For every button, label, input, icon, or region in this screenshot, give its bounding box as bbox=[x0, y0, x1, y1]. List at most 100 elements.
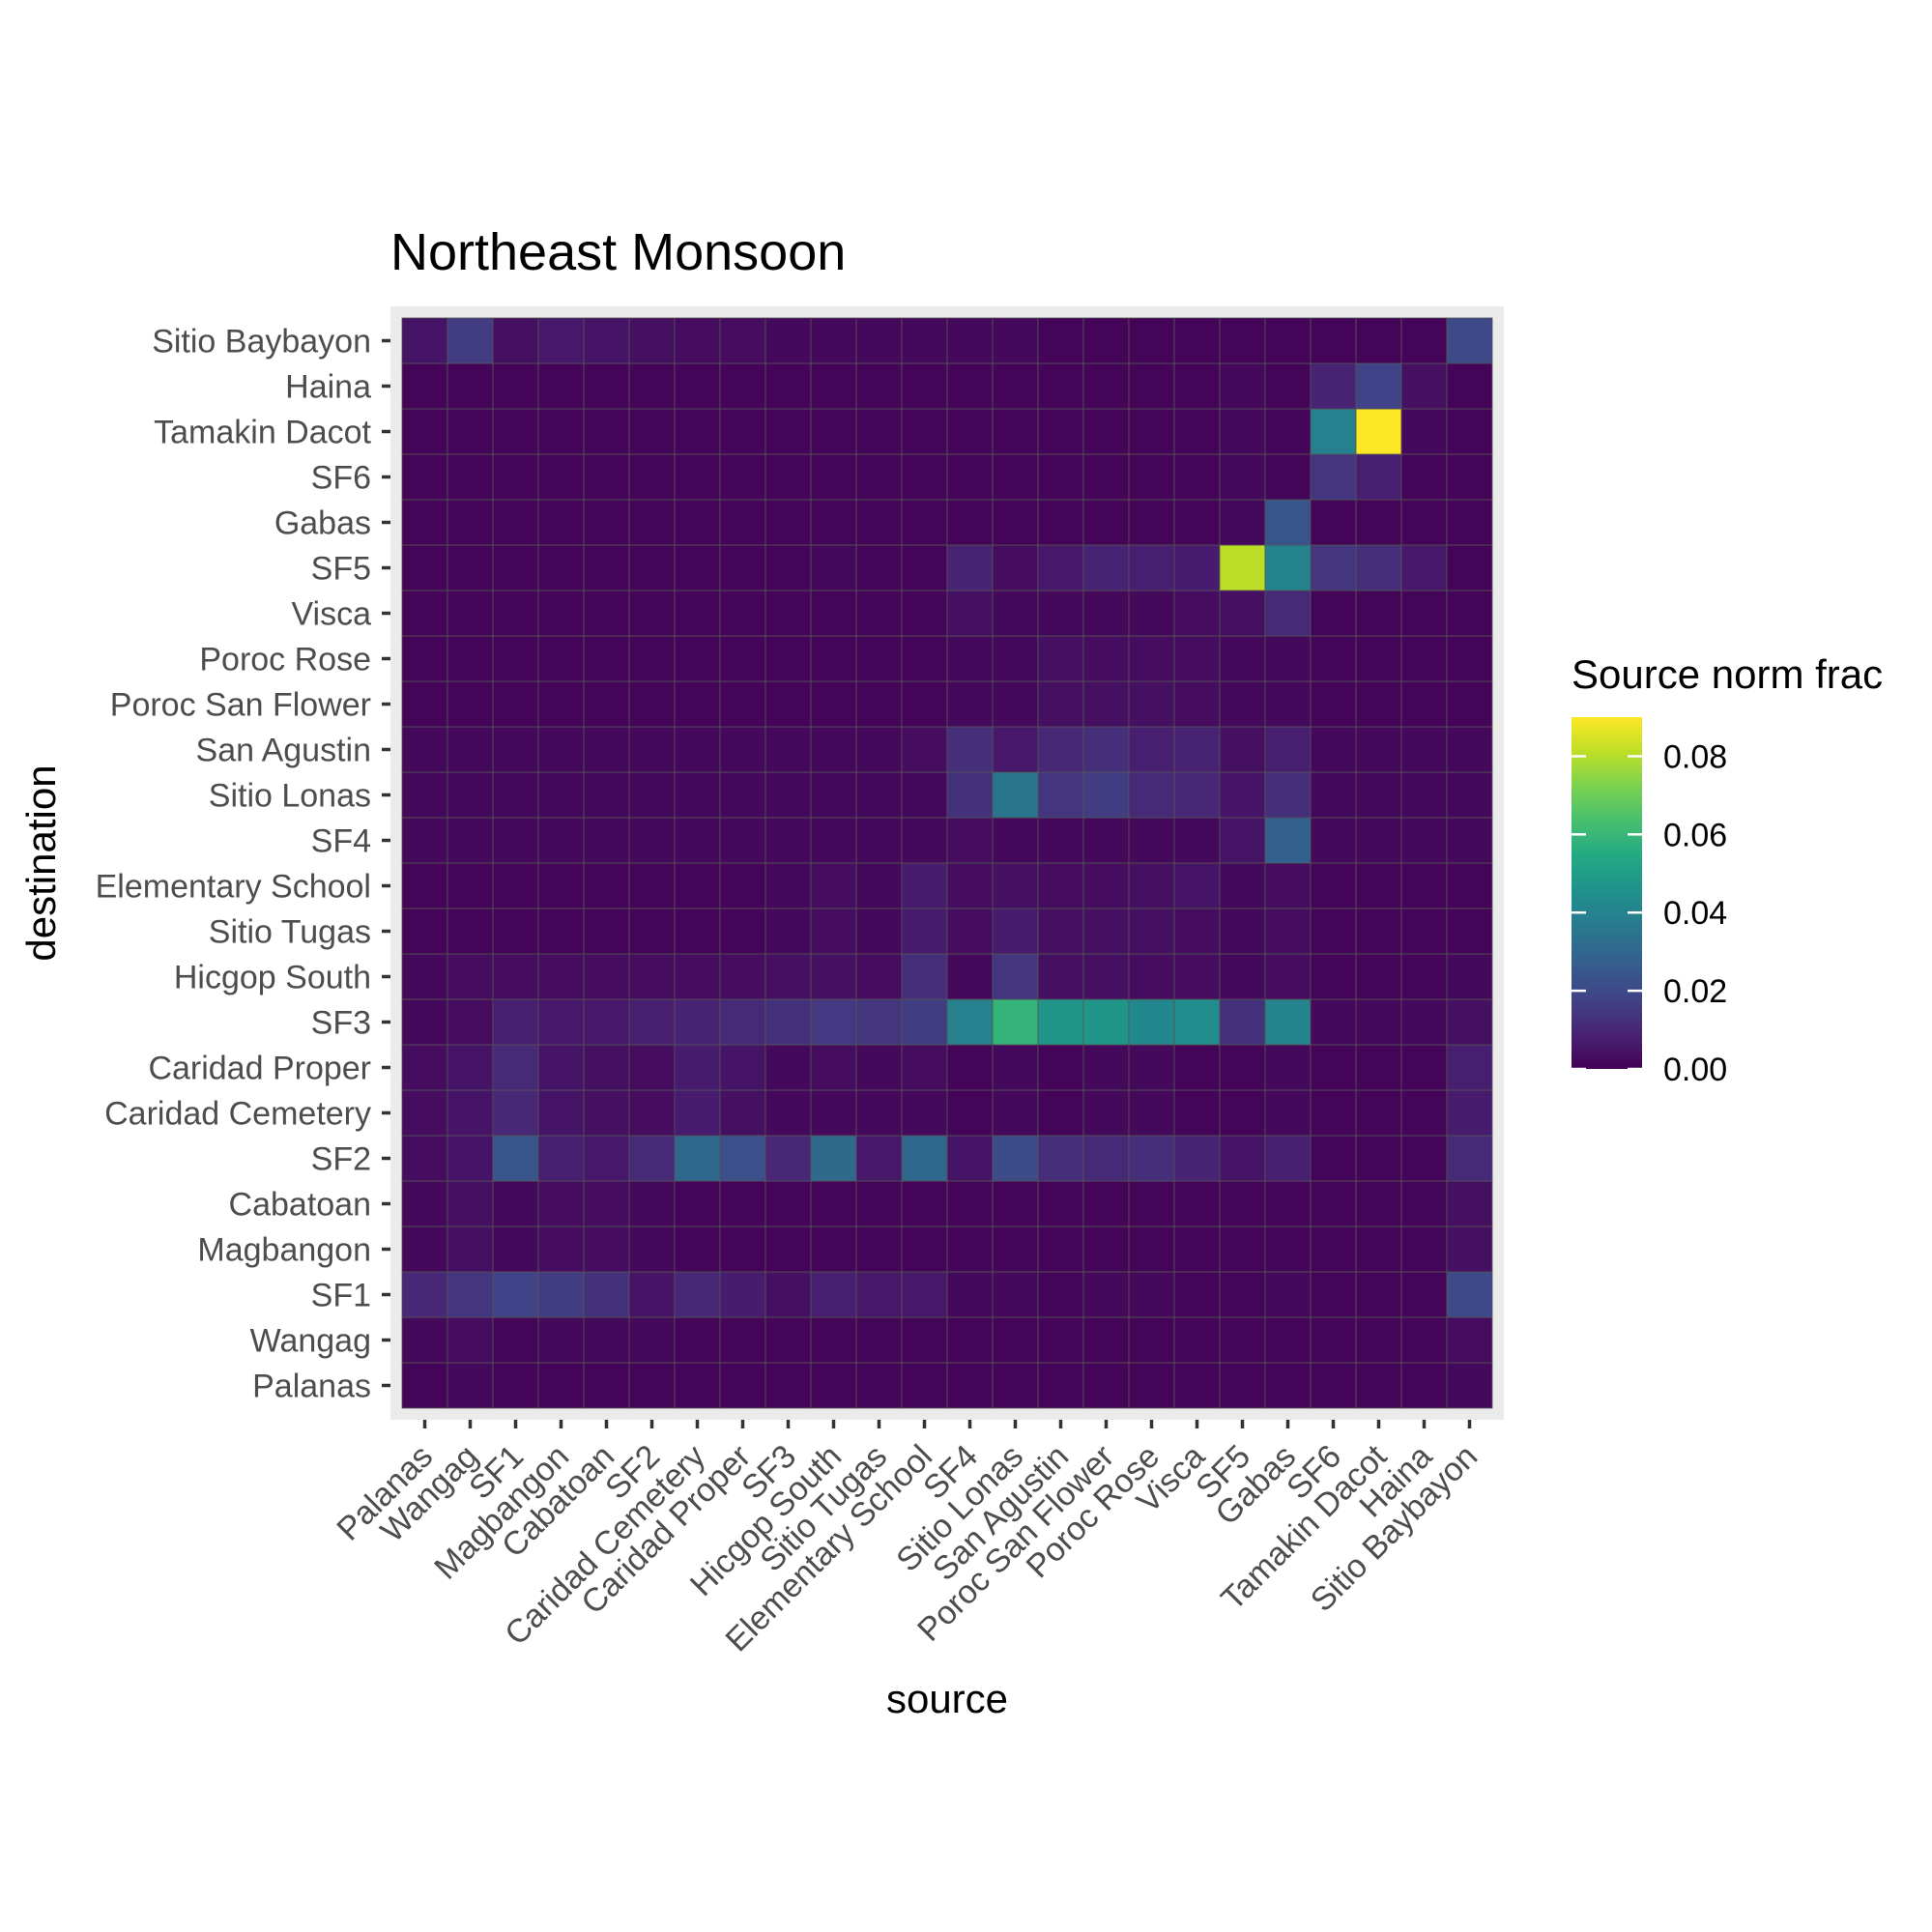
heatmap-cell bbox=[855, 1044, 903, 1091]
heatmap-cell bbox=[901, 953, 948, 1000]
heatmap-cell bbox=[1264, 1316, 1312, 1364]
heatmap-cell bbox=[1400, 635, 1448, 682]
heatmap-cell bbox=[537, 1089, 585, 1137]
heatmap-cell bbox=[537, 1135, 585, 1182]
heatmap-cell bbox=[492, 1362, 539, 1409]
heatmap-cell bbox=[1037, 1316, 1084, 1364]
heatmap-cell bbox=[537, 499, 585, 546]
heatmap-cell bbox=[810, 998, 857, 1046]
heatmap-cell bbox=[1219, 362, 1266, 410]
heatmap-cell bbox=[1355, 1271, 1402, 1318]
heatmap-cell bbox=[1128, 453, 1175, 501]
heatmap-cell bbox=[1128, 862, 1175, 909]
heatmap-cell bbox=[1037, 726, 1084, 773]
heatmap-cell bbox=[1310, 499, 1357, 546]
heatmap-cell bbox=[492, 726, 539, 773]
heatmap-cell bbox=[1082, 544, 1130, 591]
heatmap-cell bbox=[1128, 1362, 1175, 1409]
heatmap-cell bbox=[1446, 1180, 1493, 1227]
heatmap-cell bbox=[1082, 1316, 1130, 1364]
heatmap-cell bbox=[401, 1135, 448, 1182]
heatmap-cell bbox=[1400, 771, 1448, 819]
heatmap-cell bbox=[674, 1271, 721, 1318]
heatmap-cell bbox=[537, 908, 585, 955]
chart-title: Northeast Monsoon bbox=[390, 223, 846, 281]
colorbar-tick-label: 0.06 bbox=[1663, 817, 1727, 853]
heatmap-cell bbox=[447, 1089, 494, 1137]
y-tick-label: Gabas bbox=[274, 505, 371, 542]
heatmap-cell bbox=[1400, 680, 1448, 728]
heatmap-cell bbox=[492, 953, 539, 1000]
heatmap-cell bbox=[1128, 408, 1175, 455]
heatmap-cell bbox=[674, 1226, 721, 1273]
heatmap-cell bbox=[1400, 1180, 1448, 1227]
heatmap-cell bbox=[1173, 453, 1221, 501]
heatmap-cell bbox=[401, 544, 448, 591]
heatmap-cell bbox=[1310, 908, 1357, 955]
heatmap-cell bbox=[401, 317, 448, 364]
heatmap-cell bbox=[719, 1180, 766, 1227]
heatmap-cell bbox=[719, 1362, 766, 1409]
heatmap-cell bbox=[764, 499, 812, 546]
heatmap-cell bbox=[764, 1180, 812, 1227]
heatmap-cell bbox=[810, 499, 857, 546]
heatmap-cell bbox=[1037, 680, 1084, 728]
heatmap-cell bbox=[1310, 817, 1357, 864]
heatmap-cell bbox=[1128, 1089, 1175, 1137]
heatmap-cell bbox=[583, 1089, 630, 1137]
heatmap-cell bbox=[855, 1089, 903, 1137]
heatmap-cell bbox=[1355, 544, 1402, 591]
heatmap-cell bbox=[537, 771, 585, 819]
heatmap-cell bbox=[946, 499, 994, 546]
heatmap-cell bbox=[401, 817, 448, 864]
heatmap-cell bbox=[1037, 862, 1084, 909]
heatmap-cell bbox=[1446, 1362, 1493, 1409]
y-tick-label: Wangag bbox=[250, 1323, 371, 1360]
heatmap-cell bbox=[628, 1089, 676, 1137]
heatmap-cell bbox=[583, 1226, 630, 1273]
heatmap-cell bbox=[1264, 317, 1312, 364]
heatmap-cell bbox=[946, 1180, 994, 1227]
heatmap-cell bbox=[583, 408, 630, 455]
heatmap-cell bbox=[628, 998, 676, 1046]
heatmap-cell bbox=[1219, 862, 1266, 909]
heatmap-cell bbox=[719, 635, 766, 682]
heatmap-cell bbox=[1082, 317, 1130, 364]
y-tick-label: SF1 bbox=[311, 1278, 371, 1314]
heatmap-cell bbox=[1264, 408, 1312, 455]
heatmap-cell bbox=[810, 635, 857, 682]
heatmap-cell bbox=[1264, 908, 1312, 955]
heatmap-cell bbox=[1037, 817, 1084, 864]
heatmap-cell bbox=[1264, 862, 1312, 909]
heatmap-cell bbox=[674, 1135, 721, 1182]
heatmap-cell bbox=[901, 908, 948, 955]
heatmap-cell bbox=[447, 998, 494, 1046]
heatmap-cell bbox=[1219, 726, 1266, 773]
heatmap-cell bbox=[583, 953, 630, 1000]
heatmap-cell bbox=[1264, 1089, 1312, 1137]
heatmap-cell bbox=[901, 1362, 948, 1409]
heatmap-cell bbox=[1400, 1135, 1448, 1182]
heatmap-cell bbox=[1173, 726, 1221, 773]
heatmap-cell bbox=[1400, 544, 1448, 591]
heatmap-cell bbox=[401, 1089, 448, 1137]
y-tick-label: SF4 bbox=[311, 823, 371, 860]
heatmap-cell bbox=[674, 862, 721, 909]
heatmap-cell bbox=[719, 1316, 766, 1364]
heatmap-cell bbox=[401, 771, 448, 819]
heatmap-cell bbox=[674, 317, 721, 364]
heatmap-cell bbox=[855, 362, 903, 410]
heatmap-cell bbox=[1400, 862, 1448, 909]
heatmap-cell bbox=[855, 453, 903, 501]
heatmap-cell bbox=[1037, 771, 1084, 819]
heatmap-cell bbox=[719, 362, 766, 410]
heatmap-cell bbox=[537, 453, 585, 501]
heatmap-cell bbox=[1082, 953, 1130, 1000]
heatmap-cell bbox=[901, 1316, 948, 1364]
heatmap-cell bbox=[492, 817, 539, 864]
heatmap-cell bbox=[1037, 908, 1084, 955]
heatmap-cell bbox=[447, 1226, 494, 1273]
heatmap-cell bbox=[992, 998, 1039, 1046]
heatmap-cell bbox=[1173, 499, 1221, 546]
heatmap-cell bbox=[1264, 635, 1312, 682]
